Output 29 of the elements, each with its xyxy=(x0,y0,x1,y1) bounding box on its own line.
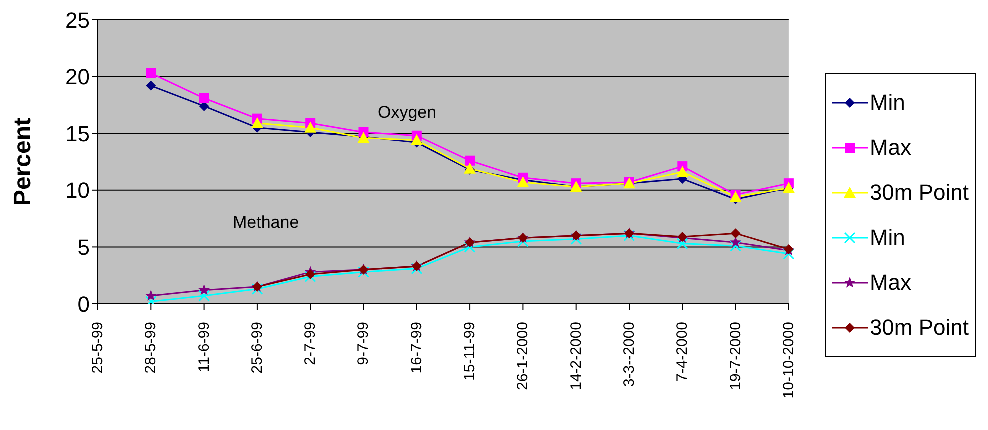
x-tick-label: 7-4-2000 xyxy=(674,322,692,382)
x-tick-label: 25-5-99 xyxy=(90,322,106,374)
x-tick-label: 28-5-99 xyxy=(142,322,160,374)
y-axis-title: Percent xyxy=(10,118,37,206)
legend-label: 30m Point xyxy=(870,314,969,340)
x-tick-label: 10-10-2000 xyxy=(780,322,798,399)
y-tick-label: 0 xyxy=(78,292,90,317)
y-tick-label: 20 xyxy=(66,64,90,90)
x-tick-label: 25-6-99 xyxy=(248,322,266,374)
x-tick-label: 19-7-2000 xyxy=(727,322,744,390)
y-tick-label: 15 xyxy=(66,121,90,146)
x-tick-label: 26-1-2000 xyxy=(514,322,532,390)
y-tick-label: 25 xyxy=(66,8,90,33)
x-tick-label: 14-2-2000 xyxy=(568,322,585,390)
legend-label: Min xyxy=(870,224,906,250)
annotation: Oxygen xyxy=(378,103,437,123)
legend-label: 30m Point xyxy=(870,180,969,206)
legend-label: Min xyxy=(870,90,906,116)
x-tick-label: 3-3--2000 xyxy=(620,322,638,388)
y-tick-label: 5 xyxy=(78,235,90,260)
x-tick-label: 15-11-99 xyxy=(462,322,479,381)
x-tick-label: 16-7-99 xyxy=(408,322,426,374)
annotation: Methane xyxy=(233,213,300,233)
legend-label: Max xyxy=(870,270,912,296)
x-tick-label: 9-7-99 xyxy=(355,322,372,366)
x-tick-label: 11-6-99 xyxy=(196,322,213,373)
y-tick-label: 10 xyxy=(66,178,90,204)
x-tick-label: 2-7-99 xyxy=(302,322,320,366)
legend-label: Max xyxy=(870,134,912,160)
